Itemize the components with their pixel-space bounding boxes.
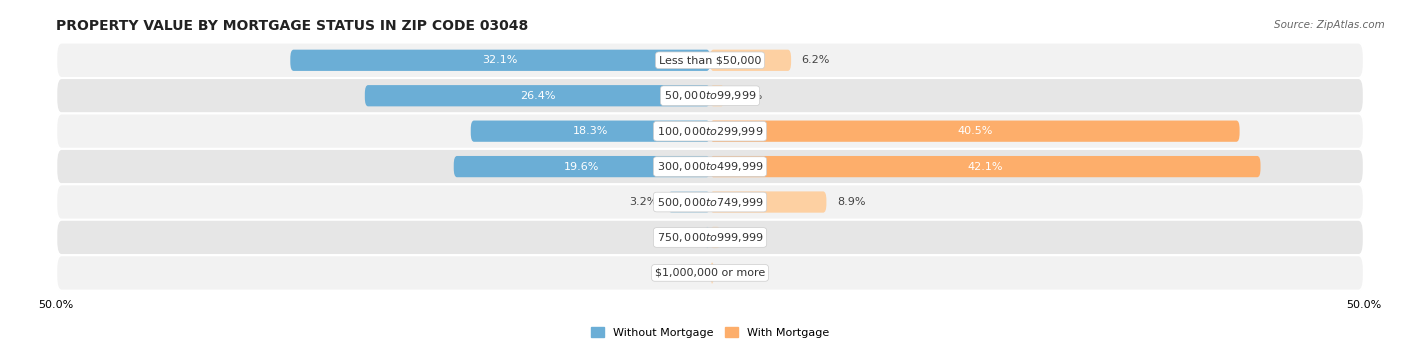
Text: 6.2%: 6.2% bbox=[801, 55, 830, 65]
Text: Less than $50,000: Less than $50,000 bbox=[659, 55, 761, 65]
FancyBboxPatch shape bbox=[56, 255, 1364, 291]
FancyBboxPatch shape bbox=[56, 220, 1364, 255]
Text: 1.1%: 1.1% bbox=[735, 91, 763, 101]
FancyBboxPatch shape bbox=[290, 50, 710, 71]
FancyBboxPatch shape bbox=[56, 149, 1364, 184]
Text: 42.1%: 42.1% bbox=[967, 162, 1002, 172]
Text: 3.2%: 3.2% bbox=[630, 197, 658, 207]
Text: 32.1%: 32.1% bbox=[482, 55, 517, 65]
FancyBboxPatch shape bbox=[704, 227, 710, 248]
Text: $50,000 to $99,999: $50,000 to $99,999 bbox=[664, 89, 756, 102]
Text: PROPERTY VALUE BY MORTGAGE STATUS IN ZIP CODE 03048: PROPERTY VALUE BY MORTGAGE STATUS IN ZIP… bbox=[56, 19, 529, 33]
Text: 8.9%: 8.9% bbox=[837, 197, 865, 207]
FancyBboxPatch shape bbox=[56, 42, 1364, 78]
Legend: Without Mortgage, With Mortgage: Without Mortgage, With Mortgage bbox=[586, 323, 834, 340]
FancyBboxPatch shape bbox=[710, 191, 827, 212]
Text: $100,000 to $299,999: $100,000 to $299,999 bbox=[657, 125, 763, 138]
Text: $500,000 to $749,999: $500,000 to $749,999 bbox=[657, 195, 763, 208]
Text: 19.6%: 19.6% bbox=[564, 162, 599, 172]
FancyBboxPatch shape bbox=[710, 262, 714, 284]
Text: $750,000 to $999,999: $750,000 to $999,999 bbox=[657, 231, 763, 244]
FancyBboxPatch shape bbox=[471, 121, 710, 142]
FancyBboxPatch shape bbox=[668, 191, 710, 212]
FancyBboxPatch shape bbox=[56, 184, 1364, 220]
Text: 0.8%: 0.8% bbox=[731, 233, 759, 242]
Text: $300,000 to $499,999: $300,000 to $499,999 bbox=[657, 160, 763, 173]
Text: 0.4%: 0.4% bbox=[666, 233, 695, 242]
FancyBboxPatch shape bbox=[710, 227, 720, 248]
FancyBboxPatch shape bbox=[56, 114, 1364, 149]
Text: 40.5%: 40.5% bbox=[957, 126, 993, 136]
FancyBboxPatch shape bbox=[454, 156, 710, 177]
Text: 0.0%: 0.0% bbox=[671, 268, 700, 278]
FancyBboxPatch shape bbox=[710, 50, 792, 71]
Text: 18.3%: 18.3% bbox=[572, 126, 607, 136]
FancyBboxPatch shape bbox=[710, 156, 1261, 177]
FancyBboxPatch shape bbox=[364, 85, 710, 106]
FancyBboxPatch shape bbox=[710, 85, 724, 106]
FancyBboxPatch shape bbox=[710, 121, 1240, 142]
Text: 26.4%: 26.4% bbox=[520, 91, 555, 101]
Text: Source: ZipAtlas.com: Source: ZipAtlas.com bbox=[1274, 20, 1385, 30]
FancyBboxPatch shape bbox=[56, 78, 1364, 114]
Text: $1,000,000 or more: $1,000,000 or more bbox=[655, 268, 765, 278]
Text: 0.32%: 0.32% bbox=[724, 268, 761, 278]
